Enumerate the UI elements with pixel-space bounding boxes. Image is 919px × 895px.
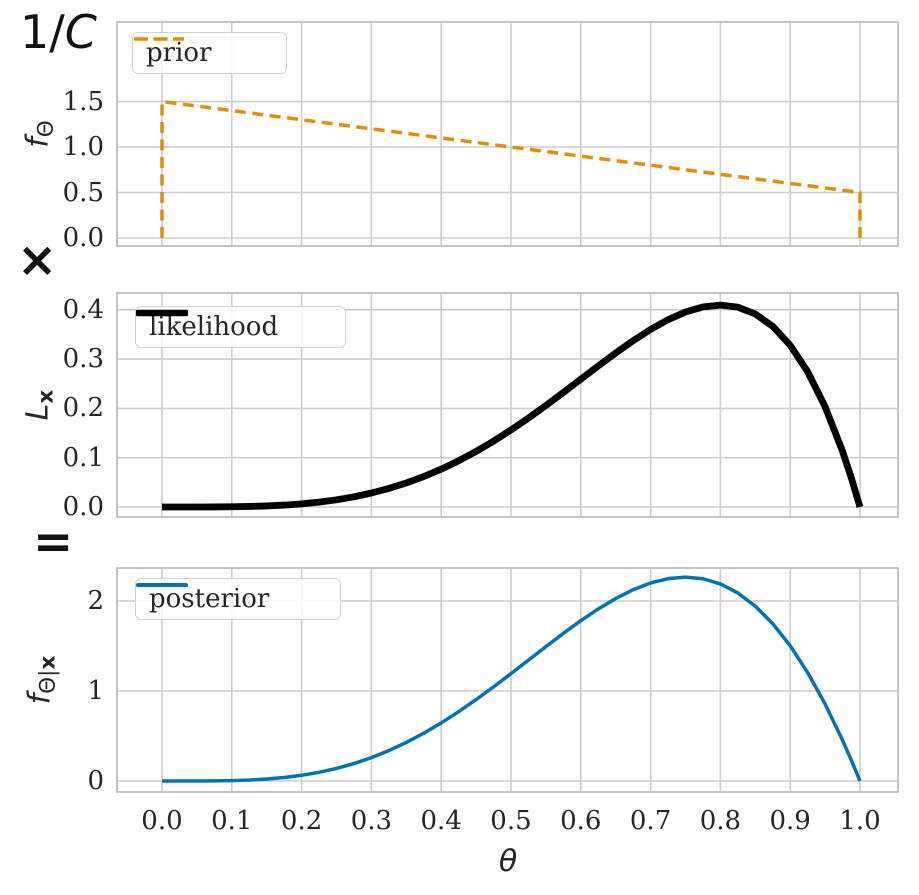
normalizer-pre: 1/ <box>20 5 65 59</box>
axes-spine <box>116 292 899 518</box>
xtick-label: 0.4 <box>420 806 462 836</box>
panel-posterior: posterior <box>116 567 899 793</box>
legend-label-likelihood: likelihood <box>149 312 279 342</box>
normalizer-annotation: 1/C <box>20 5 97 60</box>
xtick-label: 0.8 <box>699 806 742 836</box>
likelihood-ytick-label: 0.1 <box>62 442 104 473</box>
legend-label-posterior: posterior <box>149 584 270 614</box>
likelihood-ytick-label: 0.4 <box>62 294 104 325</box>
axes-spine <box>116 567 899 793</box>
prior-curve <box>160 99 862 238</box>
prior-ytick-label: 1.5 <box>62 86 104 117</box>
prior-plot-area <box>116 21 899 247</box>
xtick-label: 0.3 <box>350 806 393 836</box>
legend-likelihood: likelihood <box>135 306 346 348</box>
axes-spine <box>116 21 899 247</box>
likelihood-line-sample <box>136 309 188 317</box>
posterior-line-sample <box>136 583 188 587</box>
xtick-label: 0.0 <box>141 806 183 836</box>
xtick-label: 0.2 <box>280 806 323 836</box>
likelihood-ytick-label: 0.3 <box>62 344 104 375</box>
prior-ytick-label: 1.0 <box>62 132 104 162</box>
posterior-plot-area <box>116 567 899 793</box>
legend-prior: prior <box>132 32 287 74</box>
ylabel-posterior-sub-bold: x <box>35 655 61 670</box>
multiply-sign: × <box>17 232 58 288</box>
xlabel-theta: θ <box>498 844 518 879</box>
xtick-label: 0.6 <box>560 806 602 836</box>
posterior-ytick-label: 0 <box>87 766 104 796</box>
posterior-ytick-label: 1 <box>87 676 104 706</box>
likelihood-ytick-label: 0.0 <box>62 492 104 522</box>
posterior-ytick-label: 2 <box>87 586 104 616</box>
prior-ytick-label: 0.5 <box>62 177 104 208</box>
legend-label-prior: prior <box>146 38 212 68</box>
posterior-curve <box>162 575 862 783</box>
normalizer-constant: C <box>64 5 97 59</box>
xtick-label: 1.0 <box>839 806 881 836</box>
legend-posterior: posterior <box>135 578 341 620</box>
likelihood-curve <box>162 301 864 511</box>
prior-line-sample <box>134 37 184 41</box>
panel-prior: prior <box>116 21 899 247</box>
likelihood-ytick-label: 0.2 <box>62 393 104 424</box>
panel-likelihood: likelihood <box>116 292 899 518</box>
xtick-label: 0.7 <box>629 806 672 836</box>
xtick-label: 0.9 <box>769 806 811 836</box>
xtick-label: 0.5 <box>490 806 532 836</box>
prior-ytick-label: 0.0 <box>62 222 104 253</box>
xtick-label: 0.1 <box>211 806 253 836</box>
equals-sign: = <box>33 514 74 570</box>
